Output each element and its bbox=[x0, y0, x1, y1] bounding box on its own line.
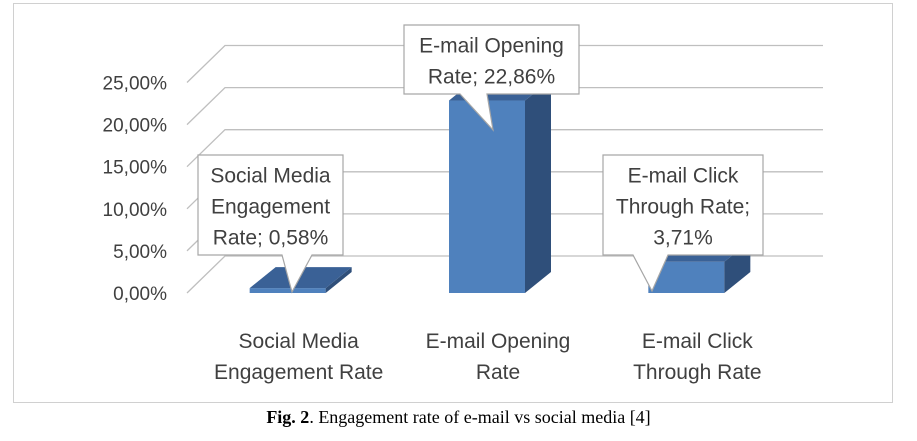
bar-chart: 0,00% 5,00% 10,00% 15,00% 20,00% 25,00% Socia… bbox=[103, 24, 823, 384]
data-label-callout: E-mail Opening Rate; 22,86% bbox=[403, 24, 580, 132]
data-label: E-mail Click Through Rate; 3,71% bbox=[616, 165, 750, 250]
x-category-label: E-mail Click Through Rate bbox=[633, 330, 761, 384]
figure-caption-text: . Engagement rate of e-mail vs social me… bbox=[309, 407, 651, 427]
y-tick-label: 10,00% bbox=[103, 200, 168, 221]
gridline bbox=[186, 129, 823, 168]
callout-box bbox=[197, 154, 344, 294]
y-tick-label: 5,00% bbox=[113, 242, 167, 263]
x-category-label: Social Media Engagement Rate bbox=[214, 330, 383, 384]
bar-top-face bbox=[249, 267, 352, 289]
bar bbox=[249, 267, 352, 293]
data-label: E-mail Opening Rate; 22,86% bbox=[419, 35, 564, 89]
bar-side-face bbox=[325, 267, 352, 293]
figure-caption: Fig. 2. Engagement rate of e-mail vs soc… bbox=[0, 407, 917, 428]
bar bbox=[449, 79, 551, 293]
data-label-callout: Social Media Engagement Rate; 0,58% bbox=[197, 154, 344, 294]
callout-box bbox=[602, 154, 764, 293]
figure-caption-label: Fig. 2 bbox=[266, 407, 310, 427]
x-category-label: E-mail Opening Rate bbox=[426, 330, 571, 384]
data-label-callout: E-mail Click Through Rate; 3,71% bbox=[602, 154, 764, 293]
data-label: Social Media Engagement Rate; 0,58% bbox=[210, 165, 331, 250]
gridline bbox=[186, 86, 823, 126]
bar-front-face bbox=[449, 100, 525, 293]
gridline bbox=[186, 44, 823, 83]
callout-box bbox=[403, 24, 580, 132]
gridline bbox=[186, 255, 823, 294]
y-tick-label: 0,00% bbox=[113, 284, 167, 305]
y-tick-label: 25,00% bbox=[103, 74, 168, 95]
y-tick-label: 15,00% bbox=[103, 158, 168, 179]
bar-front-face bbox=[249, 288, 326, 293]
bar-side-face bbox=[525, 79, 551, 293]
y-tick-label: 20,00% bbox=[103, 116, 168, 137]
